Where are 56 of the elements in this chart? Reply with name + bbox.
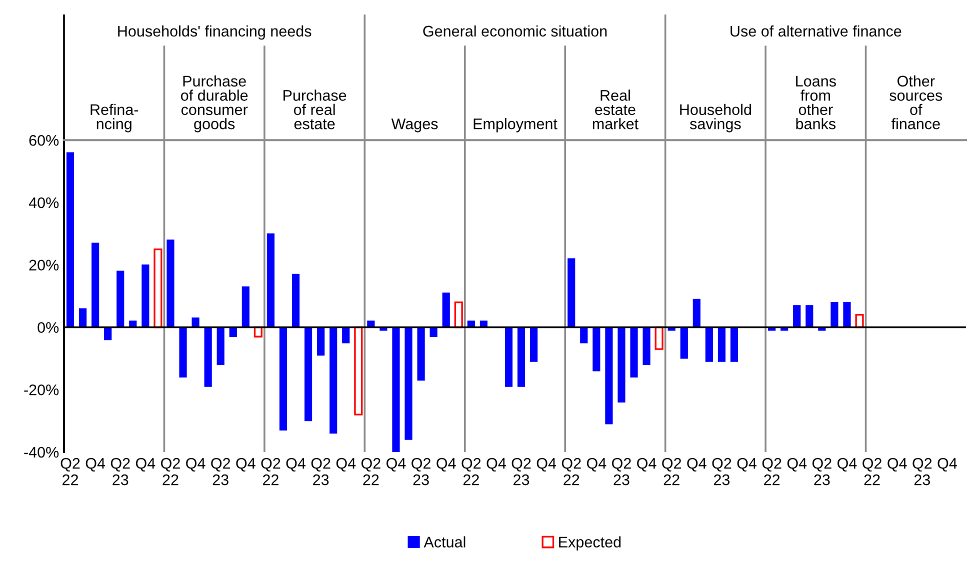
x-tick-label: Q2 22 <box>462 458 481 486</box>
x-tick-label: Q2 23 <box>512 458 531 486</box>
x-tick-label: Q4 <box>486 458 506 472</box>
x-tick-label: Q4 <box>737 458 757 472</box>
x-tick-label: Q2 22 <box>762 458 782 486</box>
text: Real estate market <box>592 90 638 130</box>
x-tick-label: Q4 <box>586 458 606 472</box>
x-tick-label: Q2 23 <box>912 458 932 486</box>
text: General economic situation <box>423 25 607 37</box>
y-tick-label: 20% <box>29 260 59 271</box>
y-tick-label: 0% <box>38 322 59 333</box>
x-tick-label: Q2 22 <box>662 458 682 486</box>
x-tick-label: Q2 23 <box>712 458 732 486</box>
legend-label: Expected <box>559 536 621 551</box>
x-tick-label: Q4 <box>386 458 406 472</box>
text: Purchase of durable consumer goods <box>181 75 248 132</box>
x-tick-label: Q2 22 <box>361 458 380 486</box>
text: Other sources of finance <box>890 75 942 130</box>
x-tick-label: Q2 23 <box>110 458 130 486</box>
text: Purchase of real estate <box>284 90 346 130</box>
x-tick-label: Q4 <box>938 458 957 472</box>
text: Households' financing needs <box>118 25 312 40</box>
x-tick-label: Q4 <box>838 458 857 472</box>
y-tick-label: -40% <box>24 446 59 458</box>
text: Wages <box>391 118 438 132</box>
x-tick-label: Q4 <box>336 458 356 472</box>
x-tick-label: Q4 <box>637 458 656 472</box>
text: Loans from other banks <box>796 76 836 130</box>
x-tick-label: Q2 22 <box>261 458 280 486</box>
x-tick-label: Q4 <box>536 458 556 472</box>
text: Household savings <box>680 104 751 132</box>
text: Refina- ncing <box>90 104 138 132</box>
x-tick-label: Q2 22 <box>161 458 180 486</box>
legend-label: Actual <box>424 536 466 548</box>
x-tick-label: Q4 <box>687 458 706 472</box>
x-tick-label: Q4 <box>86 458 106 472</box>
x-tick-label: Q2 23 <box>412 458 430 486</box>
x-tick-label: Q4 <box>286 458 306 472</box>
x-tick-label: Q2 22 <box>60 458 80 486</box>
x-tick-label: Q2 23 <box>612 458 631 486</box>
y-tick-label: 60% <box>29 134 59 146</box>
x-tick-label: Q4 <box>436 458 456 472</box>
text: Employment <box>474 118 558 132</box>
x-tick-label: Q4 <box>236 458 256 472</box>
x-tick-label: Q2 22 <box>862 458 882 486</box>
x-tick-label: Q2 23 <box>812 458 832 486</box>
x-tick-label: Q4 <box>888 458 907 472</box>
x-tick-label: Q4 <box>136 458 156 472</box>
y-tick-label: 40% <box>28 197 59 208</box>
x-tick-label: Q2 23 <box>211 458 230 486</box>
y-tick-label: -20% <box>24 384 59 396</box>
x-tick-label: Q4 <box>186 458 206 472</box>
x-tick-label: Q2 23 <box>311 458 330 486</box>
x-tick-label: Q4 <box>787 458 807 472</box>
x-tick-label: Q2 22 <box>562 458 581 486</box>
text: Use of alternative finance <box>730 25 902 37</box>
